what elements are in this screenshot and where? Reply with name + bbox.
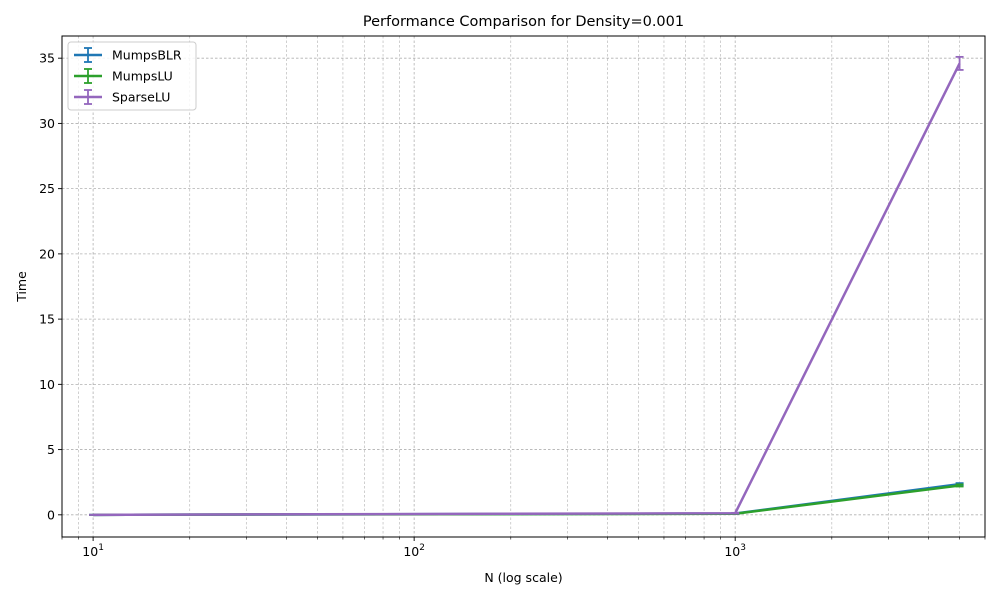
grid (61, 36, 986, 537)
x-tick-label: 101 (82, 543, 104, 559)
legend-label-sparselu: SparseLU (112, 90, 170, 105)
y-tick-label: 35 (39, 51, 55, 66)
y-tick-label: 15 (39, 312, 55, 327)
y-tick-label: 10 (39, 377, 55, 392)
legend: MumpsBLR MumpsLU SparseLU (67, 41, 197, 111)
y-tick-label: 30 (39, 116, 55, 131)
x-tick-label: 102 (403, 543, 425, 559)
x-tick-label: 103 (724, 543, 746, 559)
legend-box (67, 41, 197, 111)
y-axis-label: Time (14, 271, 29, 303)
series-layer (89, 55, 964, 517)
y-tick-label: 0 (47, 507, 55, 522)
y-tick-label: 25 (39, 181, 55, 196)
x-axis-label: N (log scale) (484, 570, 562, 585)
y-tick-label: 20 (39, 246, 55, 261)
legend-label-mumpsblr: MumpsBLR (112, 48, 182, 63)
legend-label-mumpslu: MumpsLU (112, 69, 173, 84)
plot-area-frame (61, 35, 986, 538)
chart-title: Performance Comparison for Density=0.001 (363, 14, 684, 30)
y-tick-label: 5 (47, 442, 55, 457)
ticks: 0 5 10 15 20 25 30 35 101 102 103 (39, 51, 986, 559)
